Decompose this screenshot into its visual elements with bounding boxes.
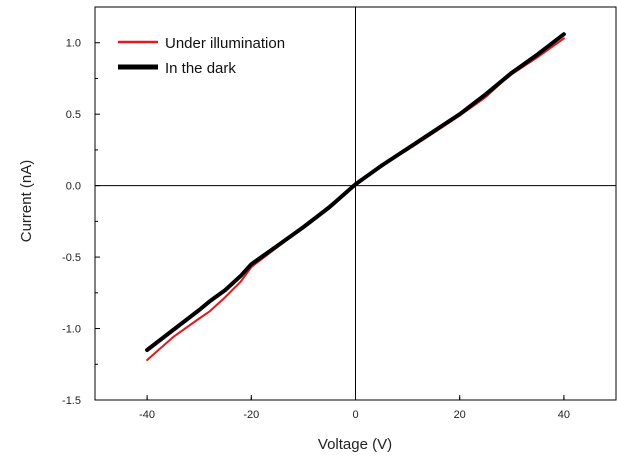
y-axis-title: Current (nA) [18, 160, 35, 243]
y-tick-label: 1.0 [66, 38, 81, 50]
x-tick-label: -20 [243, 409, 259, 421]
x-tick-label: 40 [558, 409, 570, 421]
y-tick-label: -1.0 [62, 324, 81, 336]
x-tick-label: 0 [352, 409, 358, 421]
x-tick-label: -40 [139, 409, 155, 421]
y-tick-label: 0.5 [66, 109, 81, 121]
y-tick-label: -0.5 [62, 252, 81, 264]
series-line-in-the-dark [145, 32, 566, 352]
x-axis-title: Voltage (V) [318, 436, 392, 453]
legend-label-in-the-dark: In the dark [165, 60, 236, 77]
y-tick-label: 0.0 [66, 181, 81, 193]
legend-label-under-illumination: Under illumination [165, 35, 285, 52]
x-tick-label: 20 [454, 409, 466, 421]
legend: Under illumination In the dark [118, 35, 285, 77]
y-tick-label: -1.5 [62, 395, 81, 407]
